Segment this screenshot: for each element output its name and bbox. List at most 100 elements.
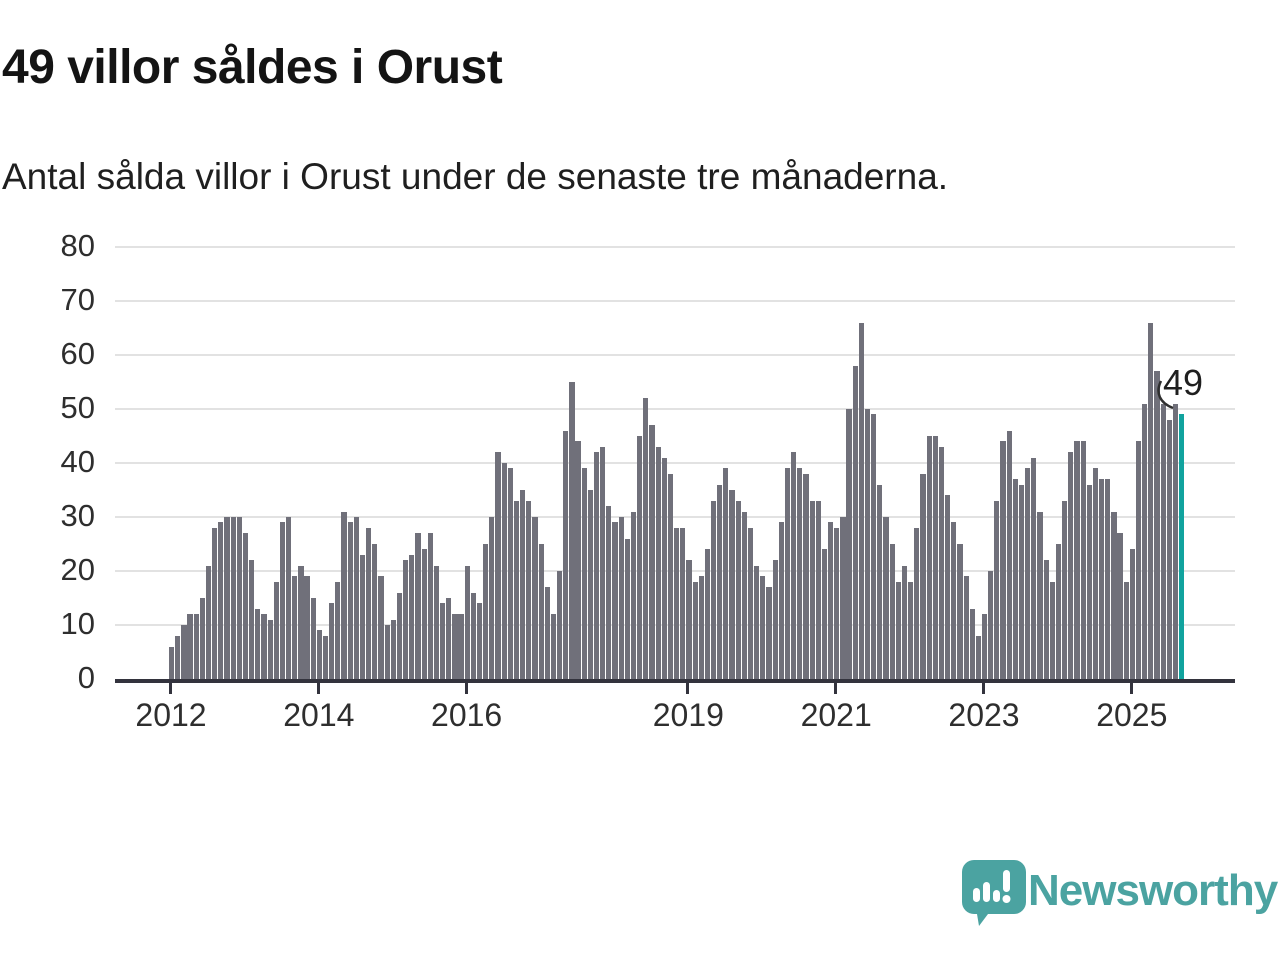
bar xyxy=(427,533,433,679)
bar xyxy=(624,538,630,679)
bar xyxy=(766,587,772,679)
x-axis-tick-2012 xyxy=(169,683,172,694)
bar xyxy=(304,576,310,679)
bar xyxy=(630,511,637,679)
bar xyxy=(267,619,273,679)
bar xyxy=(994,500,1000,679)
bar xyxy=(581,468,587,679)
bar xyxy=(864,409,871,679)
bar xyxy=(951,522,957,679)
bar xyxy=(507,468,513,679)
x-axis-label-2021: 2021 xyxy=(800,697,872,733)
gridline-y-60 xyxy=(115,354,1235,356)
y-axis-label-60: 60 xyxy=(60,336,95,371)
bar xyxy=(347,522,353,679)
bar xyxy=(372,544,378,679)
x-axis-label-2016: 2016 xyxy=(431,697,503,733)
bar xyxy=(791,452,797,679)
bar xyxy=(889,544,895,679)
bar xyxy=(618,517,624,679)
bar xyxy=(489,517,495,679)
bar xyxy=(1172,403,1179,679)
bar xyxy=(550,614,557,679)
x-axis-tick-2021 xyxy=(834,683,838,694)
bar xyxy=(1074,441,1080,679)
bar xyxy=(230,517,236,679)
bar xyxy=(292,576,298,679)
bar xyxy=(236,517,242,679)
bar xyxy=(821,549,828,679)
bar xyxy=(914,527,920,679)
bar xyxy=(784,468,791,679)
bar xyxy=(901,565,908,679)
gridline-y-30 xyxy=(115,516,1235,518)
bar xyxy=(1055,544,1062,679)
bar xyxy=(938,446,945,679)
y-axis-label-40: 40 xyxy=(60,444,95,479)
bar xyxy=(957,544,963,679)
bar xyxy=(852,365,858,679)
bar xyxy=(193,614,199,679)
gridline-y-50 xyxy=(115,408,1235,410)
bar xyxy=(667,473,674,679)
bar xyxy=(1025,468,1031,679)
bar xyxy=(741,511,747,679)
bar xyxy=(212,527,218,679)
y-axis-label-0: 0 xyxy=(77,660,95,695)
x-axis-tick-2025 xyxy=(1129,683,1133,694)
bar xyxy=(1142,403,1148,679)
bar xyxy=(1031,457,1037,679)
bar xyxy=(1166,419,1172,679)
bar xyxy=(341,511,347,679)
bar xyxy=(286,517,292,679)
bar xyxy=(834,527,840,679)
bar xyxy=(316,630,322,679)
bar xyxy=(205,565,212,679)
newsworthy-logo-icon xyxy=(962,860,1026,926)
bar xyxy=(877,484,883,679)
newsworthy-logo: Newsworthy xyxy=(960,858,1280,928)
bar xyxy=(1012,479,1018,679)
bar xyxy=(279,522,286,679)
bar xyxy=(261,614,267,679)
bar xyxy=(1037,511,1043,679)
bar xyxy=(175,635,181,679)
bar xyxy=(1135,441,1142,679)
bar xyxy=(1111,511,1117,679)
y-axis-label-80: 80 xyxy=(60,228,95,263)
bar xyxy=(483,544,489,679)
bar xyxy=(495,452,501,679)
last-value-annotation: 49 xyxy=(1163,362,1204,403)
x-axis-tick-2023 xyxy=(981,683,985,694)
bar xyxy=(680,527,686,679)
bar xyxy=(359,554,366,679)
bar xyxy=(446,598,452,679)
bar xyxy=(1092,468,1099,679)
bar xyxy=(464,565,470,679)
gridline-y-80 xyxy=(115,246,1235,248)
bar xyxy=(470,592,476,679)
bar xyxy=(932,436,938,679)
x-axis-label-2019: 2019 xyxy=(652,697,724,733)
bar xyxy=(532,517,538,679)
bar xyxy=(1080,441,1086,679)
bar xyxy=(1123,581,1129,679)
y-axis-label-30: 30 xyxy=(60,498,95,533)
y-axis-label-20: 20 xyxy=(60,552,95,587)
bar xyxy=(754,565,760,679)
newsworthy-logo-text: Newsworthy xyxy=(1028,866,1278,915)
x-axis-tick-2014 xyxy=(316,683,320,694)
bar xyxy=(649,425,655,679)
bar xyxy=(273,581,279,679)
bar xyxy=(963,576,969,679)
bar xyxy=(975,635,982,679)
bar xyxy=(1099,479,1105,679)
bar xyxy=(310,598,316,679)
bar xyxy=(729,490,735,679)
bar xyxy=(458,614,464,679)
bar xyxy=(378,576,384,679)
bar xyxy=(242,533,249,679)
bar xyxy=(513,500,520,679)
